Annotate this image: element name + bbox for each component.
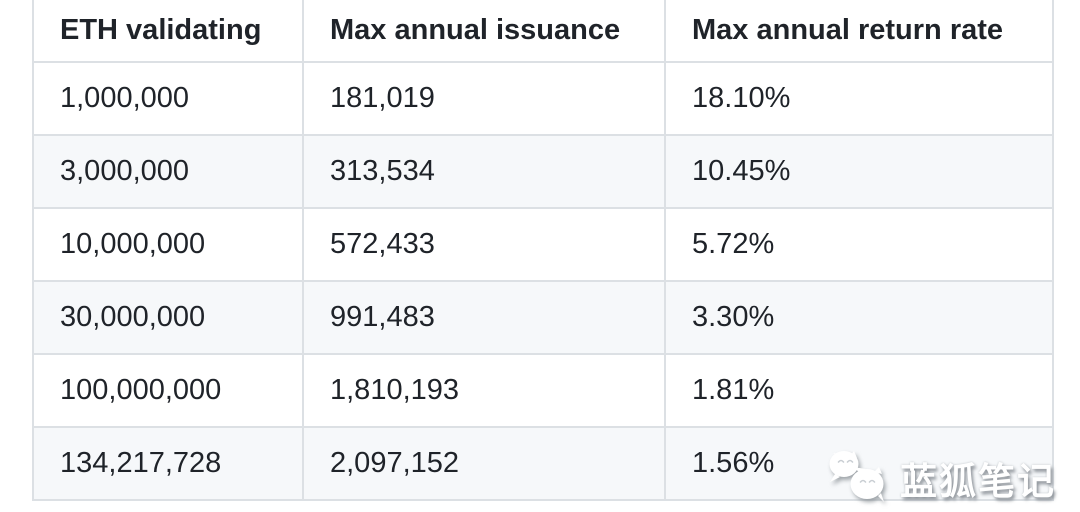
cell-eth-validating: 1,000,000 [32,61,304,136]
cell-max-annual-return-rate: 1.81% [664,353,1054,428]
table-row: 134,217,728 2,097,152 1.56% [32,426,1054,501]
cell-max-annual-issuance: 313,534 [302,134,666,209]
cell-eth-validating: 10,000,000 [32,207,304,282]
cell-max-annual-issuance: 181,019 [302,61,666,136]
table-row: 1,000,000 181,019 18.10% [32,61,1054,136]
cell-eth-validating: 30,000,000 [32,280,304,355]
header-row: ETH validating Max annual issuance Max a… [32,0,1054,63]
table-row: 10,000,000 572,433 5.72% [32,207,1054,282]
table-row: 30,000,000 991,483 3.30% [32,280,1054,355]
cell-eth-validating: 100,000,000 [32,353,304,428]
column-header-eth-validating: ETH validating [32,0,304,63]
cell-eth-validating: 134,217,728 [32,426,304,501]
cell-max-annual-return-rate: 5.72% [664,207,1054,282]
column-header-max-annual-issuance: Max annual issuance [302,0,666,63]
eth-issuance-table: ETH validating Max annual issuance Max a… [32,0,1054,501]
column-header-max-annual-return-rate: Max annual return rate [664,0,1054,63]
cell-max-annual-return-rate: 10.45% [664,134,1054,209]
cell-eth-validating: 3,000,000 [32,134,304,209]
cell-max-annual-return-rate: 3.30% [664,280,1054,355]
table-row: 3,000,000 313,534 10.45% [32,134,1054,209]
cell-max-annual-return-rate: 1.56% [664,426,1054,501]
cell-max-annual-issuance: 1,810,193 [302,353,666,428]
cell-max-annual-issuance: 2,097,152 [302,426,666,501]
cell-max-annual-issuance: 991,483 [302,280,666,355]
cell-max-annual-return-rate: 18.10% [664,61,1054,136]
cell-max-annual-issuance: 572,433 [302,207,666,282]
table-row: 100,000,000 1,810,193 1.81% [32,353,1054,428]
